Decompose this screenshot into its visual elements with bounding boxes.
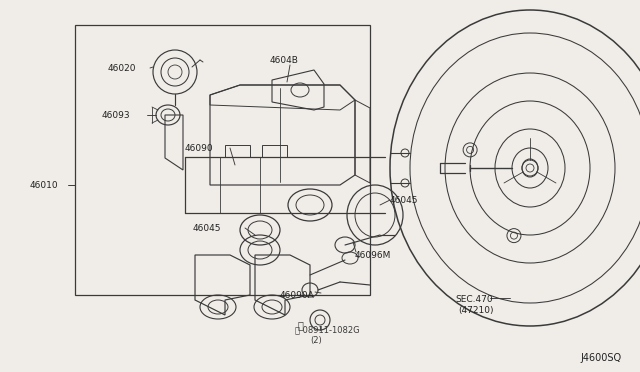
Text: Ⓝ 08911-1082G: Ⓝ 08911-1082G — [295, 326, 360, 334]
Text: 46020: 46020 — [108, 64, 136, 73]
Text: 46096M: 46096M — [355, 250, 392, 260]
Text: 4604B: 4604B — [270, 55, 299, 64]
Bar — [262, 145, 287, 157]
Text: 46045: 46045 — [390, 196, 419, 205]
Text: 46010: 46010 — [30, 180, 59, 189]
Text: SEC.470: SEC.470 — [455, 295, 493, 305]
Text: J4600SQ: J4600SQ — [580, 353, 621, 363]
Text: 46090: 46090 — [185, 144, 214, 153]
Text: 46090A: 46090A — [280, 291, 315, 299]
Text: 46045: 46045 — [193, 224, 221, 232]
Text: 46093: 46093 — [102, 110, 131, 119]
Bar — [75, 25, 370, 295]
Text: Ⓝ: Ⓝ — [297, 320, 303, 330]
Bar — [225, 145, 250, 157]
Text: (2): (2) — [310, 336, 322, 344]
Text: (47210): (47210) — [458, 305, 493, 314]
